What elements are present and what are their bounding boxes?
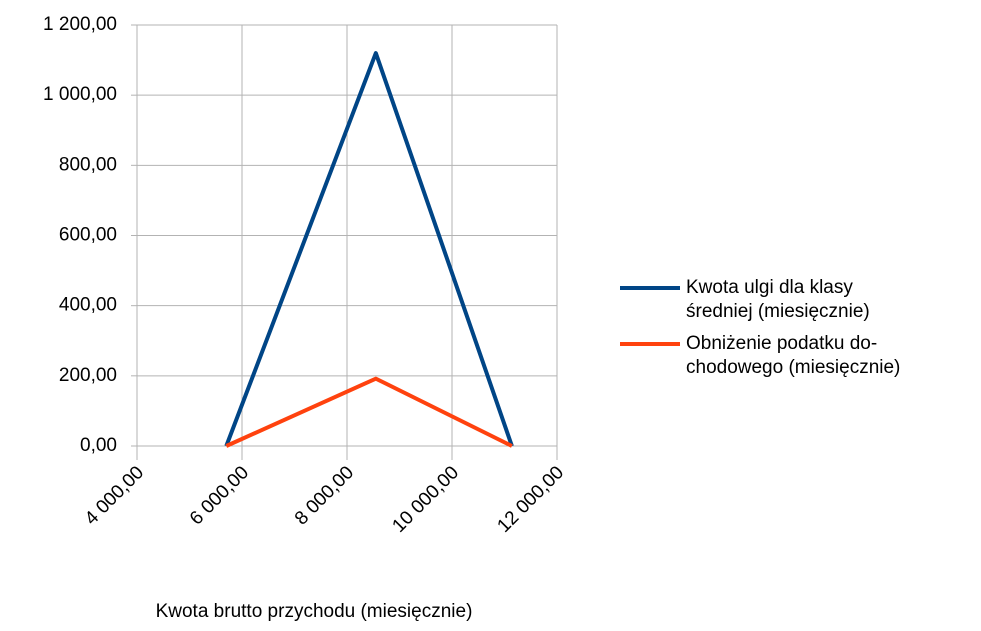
legend: Kwota ulgi dla klasy średniej (miesięczn… xyxy=(620,276,980,388)
x-tick-label: 4 000,00 xyxy=(81,462,148,529)
y-tick-label: 1 000,00 xyxy=(43,84,117,105)
y-tick-label: 800,00 xyxy=(59,154,117,175)
y-tick-label: 0,00 xyxy=(80,435,117,456)
legend-swatch xyxy=(620,342,680,346)
legend-label: Obniżenie podatku do- chodowego (miesięc… xyxy=(686,333,901,378)
x-tick-label: 10 000,00 xyxy=(388,462,463,537)
y-tick-label: 600,00 xyxy=(59,225,117,246)
x-tick-label: 8 000,00 xyxy=(291,462,358,529)
legend-label: Kwota ulgi dla klasy średniej (miesięczn… xyxy=(686,277,870,322)
legend-entry: Kwota ulgi dla klasy średniej (miesięczn… xyxy=(620,276,980,324)
y-tick-label: 200,00 xyxy=(59,365,117,386)
series-line xyxy=(224,51,514,447)
series-line xyxy=(225,376,513,448)
x-axis-title: Kwota brutto przychodu (miesięcznie) xyxy=(156,601,473,622)
x-tick-label: 6 000,00 xyxy=(186,462,253,529)
y-tick-label: 1 200,00 xyxy=(43,14,117,35)
x-tick-label: 12 000,00 xyxy=(493,462,568,537)
legend-entry: Obniżenie podatku do- chodowego (miesięc… xyxy=(620,332,980,380)
legend-swatch xyxy=(620,286,680,290)
y-tick-label: 400,00 xyxy=(59,295,117,316)
